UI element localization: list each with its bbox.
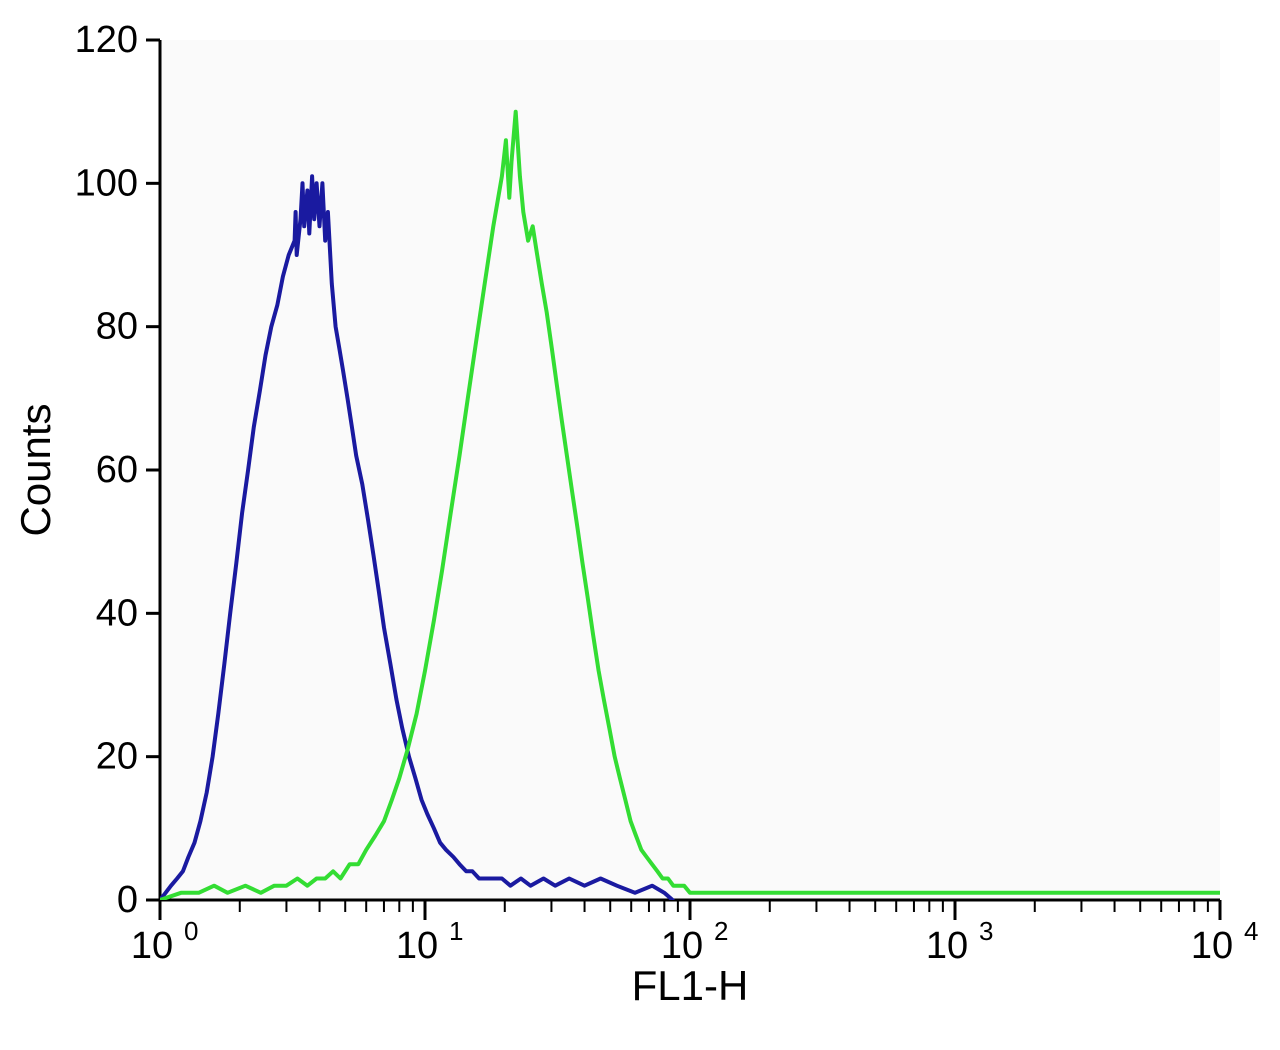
- svg-text:3: 3: [979, 916, 993, 946]
- svg-text:4: 4: [1244, 916, 1258, 946]
- svg-text:10: 10: [131, 925, 173, 967]
- y-tick-label: 100: [75, 162, 138, 204]
- y-tick-label: 40: [96, 592, 138, 634]
- svg-text:0: 0: [184, 916, 198, 946]
- y-tick-label: 120: [75, 19, 138, 61]
- svg-text:10: 10: [396, 925, 438, 967]
- svg-text:10: 10: [926, 925, 968, 967]
- flow-cytometry-histogram: 020406080100120Counts100101102103104FL1-…: [0, 0, 1280, 1050]
- plot-area: [160, 40, 1220, 900]
- y-tick-label: 60: [96, 449, 138, 491]
- y-tick-label: 20: [96, 736, 138, 778]
- chart-container: 020406080100120Counts100101102103104FL1-…: [0, 0, 1280, 1050]
- y-axis-label: Counts: [12, 403, 59, 536]
- y-tick-label: 80: [96, 306, 138, 348]
- x-axis-label: FL1-H: [632, 962, 749, 1009]
- y-tick-label: 0: [117, 879, 138, 921]
- svg-text:10: 10: [661, 925, 703, 967]
- svg-text:1: 1: [449, 916, 463, 946]
- svg-text:2: 2: [714, 916, 728, 946]
- svg-text:10: 10: [1191, 925, 1233, 967]
